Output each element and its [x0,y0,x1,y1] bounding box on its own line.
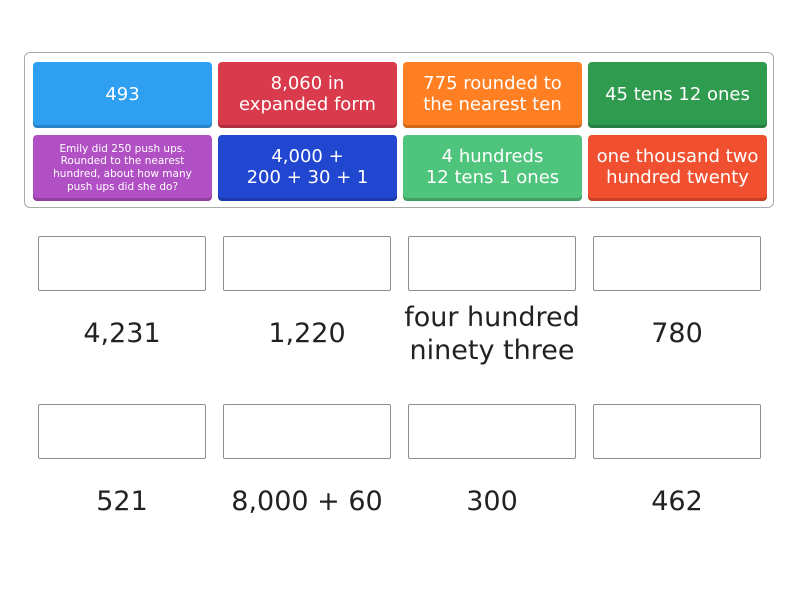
answer-label-8: 462 [651,486,703,517]
answer-label-7: 300 [466,486,518,517]
answer-label-6: 8,000 + 60 [231,486,383,517]
answer-label-1: 4,231 [83,318,161,349]
tile-label-line2: 12 tens 1 ones [425,167,560,188]
answer-label-5: 521 [96,486,148,517]
tile-label: 4,000 + 200 + 30 + 1 [247,147,369,188]
tile-label-line2: 200 + 30 + 1 [246,167,369,188]
tile-493[interactable]: 493 [33,62,212,128]
drop-slot-7[interactable] [408,404,576,459]
tile-4000-expanded[interactable]: 4,000 + 200 + 30 + 1 [218,135,397,201]
tile-label: 775 rounded to the nearest ten [423,73,562,115]
drop-slot-1[interactable] [38,236,206,291]
drop-slot-4[interactable] [593,236,761,291]
tile-one-thousand-two-hundred-twenty[interactable]: one thousand two hundred twenty [588,135,767,201]
tile-775-rounded[interactable]: 775 rounded to the nearest ten [403,62,582,128]
tile-label: Emily did 250 push ups. Rounded to the n… [53,142,192,193]
answer-label-4: 780 [651,318,703,349]
tile-8060-expanded[interactable]: 8,060 in expanded form [218,62,397,128]
drop-slot-8[interactable] [593,404,761,459]
tile-label-line1: 4 hundreds [441,146,544,168]
tile-45-tens-12-ones[interactable]: 45 tens 12 ones [588,62,767,128]
tile-emily-push-ups[interactable]: Emily did 250 push ups. Rounded to the n… [33,135,212,201]
tile-4-hundreds-12-tens[interactable]: 4 hundreds 12 tens 1 ones [403,135,582,201]
tile-label: 45 tens 12 ones [605,83,750,105]
answer-label-2: 1,220 [268,318,346,349]
tile-label: 4 hundreds 12 tens 1 ones [426,147,559,188]
tile-label: 493 [105,83,140,105]
drop-slot-3[interactable] [408,236,576,291]
drop-slot-2[interactable] [223,236,391,291]
answer-label-3: four hundred ninety three [404,302,580,366]
tile-label: 8,060 in expanded form [239,73,376,115]
tile-label-line1: 4,000 + [271,146,344,168]
drop-slot-6[interactable] [223,404,391,459]
drop-slot-5[interactable] [38,404,206,459]
tile-label: one thousand two hundred twenty [596,146,759,188]
